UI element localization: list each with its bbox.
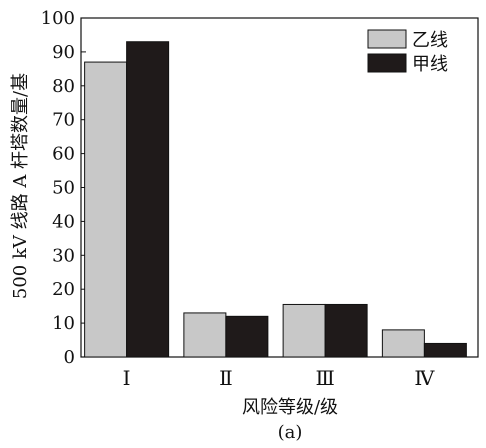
bar-series-a	[84, 61, 128, 358]
y-tick-label: 10	[52, 313, 75, 334]
x-tick-label: Ⅲ	[315, 366, 334, 390]
y-tick-label: 70	[52, 110, 75, 131]
y-tick-label: 20	[52, 279, 75, 300]
figure-caption: (a)	[278, 422, 303, 443]
legend-swatch	[367, 29, 407, 49]
x-tick-label: Ⅳ	[414, 366, 435, 390]
axis-ticks: 0 10 20 30 40 50 60 70 80 90 100 Ⅰ Ⅱ Ⅲ Ⅳ	[41, 8, 436, 390]
y-tick-label: 40	[52, 211, 75, 232]
legend-label: 乙线	[412, 30, 448, 51]
bar-series-a	[183, 312, 227, 358]
y-tick-label: 30	[52, 245, 75, 266]
bar-series-a	[282, 303, 326, 358]
y-tick-label: 0	[64, 347, 75, 368]
legend-swatch	[367, 53, 407, 73]
bar-series-b	[324, 303, 368, 358]
legend-label: 甲线	[412, 54, 448, 75]
y-tick-label: 100	[41, 8, 75, 29]
y-tick-label: 60	[52, 144, 75, 165]
bar-series-a	[381, 329, 425, 358]
x-tick-label: Ⅱ	[219, 366, 233, 390]
bars	[84, 41, 467, 358]
x-tick-label: Ⅰ	[123, 366, 131, 390]
bar-series-b	[225, 315, 269, 358]
y-tick-label: 80	[52, 76, 75, 97]
y-axis-label: 500 kV 线路 A 杆塔数量/基	[10, 73, 31, 299]
bar-series-b	[423, 342, 467, 358]
y-tick-label: 90	[52, 42, 75, 63]
bar-series-b	[126, 41, 170, 358]
y-tick-label: 50	[52, 178, 75, 199]
x-axis-label: 风险等级/级	[242, 397, 338, 418]
